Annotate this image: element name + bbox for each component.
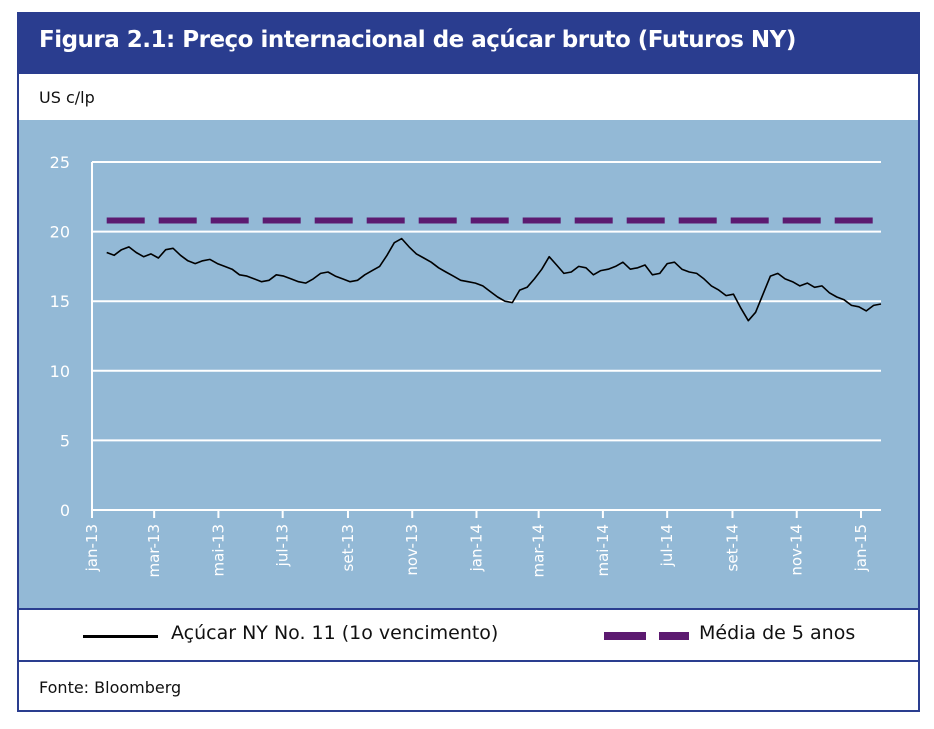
- series-line-price: [106, 237, 882, 322]
- x-tick-label-nov-14: nov-14: [788, 524, 806, 576]
- figure-frame: Figura 2.1: Preço internacional de açúca…: [17, 12, 920, 712]
- legend: Açúcar NY No. 11 (1o vencimento) Média d…: [19, 608, 918, 662]
- y-axis-unit-label: US c/lp: [39, 88, 95, 107]
- unit-row: US c/lp: [19, 74, 918, 122]
- y-tick-label-10: 10: [50, 362, 70, 381]
- legend-swatch-average-dash-2: [659, 632, 689, 640]
- title-bar: Figura 2.1: Preço internacional de açúca…: [19, 14, 918, 74]
- x-tick-label-jul-14: jul-14: [658, 524, 676, 567]
- x-tick-label-mai-13: mai-13: [209, 524, 227, 576]
- y-tick-label-5: 5: [60, 431, 70, 450]
- source-note: Fonte: Bloomberg: [39, 678, 182, 697]
- figure-title: Figura 2.1: Preço internacional de açúca…: [39, 27, 796, 53]
- x-tick-label-mar-14: mar-14: [530, 524, 548, 578]
- y-tick-label-20: 20: [50, 223, 70, 242]
- x-tick-label-nov-13: nov-13: [403, 524, 421, 576]
- line-chart: 0 5 10 15 20 25 jan-13 mar-13 mai-13 jul-13 set-13…: [50, 153, 882, 578]
- x-tick-label-mar-13: mar-13: [145, 524, 163, 578]
- x-tick-label-set-13: set-13: [339, 524, 357, 571]
- legend-label-average: Média de 5 anos: [699, 622, 856, 644]
- x-tick-label-jan-13: jan-13: [83, 524, 101, 572]
- source-row: Fonte: Bloomberg: [19, 662, 918, 712]
- y-tick-label-25: 25: [50, 153, 70, 172]
- legend-label-price: Açúcar NY No. 11 (1o vencimento): [171, 622, 499, 644]
- x-tick-label-jul-13: jul-13: [274, 524, 292, 567]
- x-tick-label-mai-14: mai-14: [594, 524, 612, 576]
- x-tick-label-set-14: set-14: [723, 524, 741, 571]
- legend-swatch-average-dash-1: [604, 632, 646, 640]
- x-tick-label-jan-14: jan-14: [467, 524, 485, 572]
- y-tick-label-0: 0: [60, 501, 70, 520]
- legend-swatch-price-line: [83, 635, 158, 638]
- x-tick-label-jan-15: jan-15: [852, 524, 870, 572]
- plot-panel: 0 5 10 15 20 25 jan-13 mar-13 mai-13 jul-13 set-13…: [19, 120, 918, 608]
- y-tick-label-15: 15: [50, 292, 70, 311]
